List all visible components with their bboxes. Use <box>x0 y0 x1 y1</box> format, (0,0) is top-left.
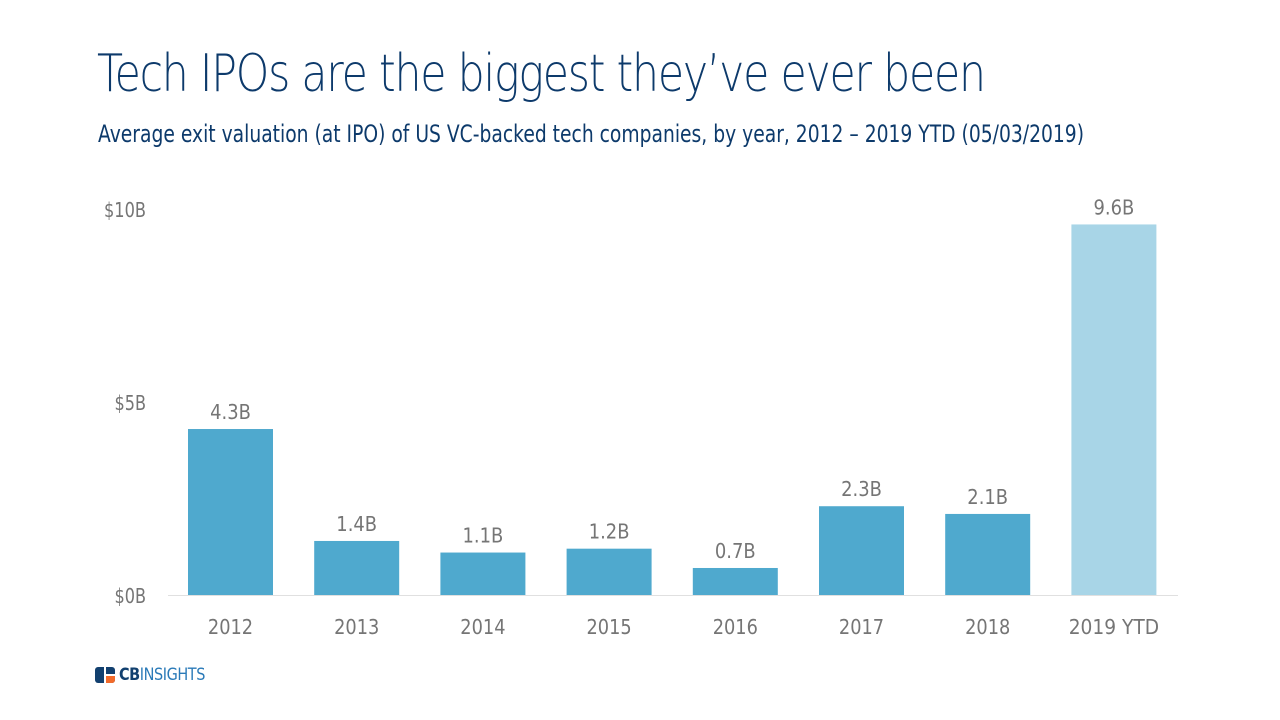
bar-2019-ytd <box>1071 224 1157 595</box>
x-tick-label: 2015 <box>587 615 632 639</box>
bars <box>188 224 1157 595</box>
bar-2014 <box>440 552 526 595</box>
data-label: 2.1B <box>967 485 1008 509</box>
y-tick-label: $0B <box>115 584 147 608</box>
chart-title: Tech IPOs are the biggest they’ve ever b… <box>97 44 986 104</box>
logo-cb: CB <box>119 665 140 685</box>
x-axis-labels: 2012 2013 2014 2015 2016 2017 2018 2019 YTD <box>208 615 1159 639</box>
x-tick-label: 2013 <box>334 615 379 639</box>
bar-2018 <box>945 513 1031 595</box>
bar-2017 <box>819 506 904 595</box>
data-labels: 4.3B 1.4B 1.1B 1.2B 0.7B 2.3B 2.1B 9.6B <box>210 195 1134 563</box>
cb-insights-logo-icon <box>95 667 115 683</box>
data-label: 2.3B <box>841 477 882 501</box>
chart-subtitle: Average exit valuation (at IPO) of US VC… <box>98 120 1085 148</box>
data-label: 4.3B <box>210 400 251 424</box>
logo-wordmark: CBINSIGHTS <box>119 665 205 685</box>
y-axis-ticks: $0B $5B $10B <box>104 198 146 608</box>
y-tick-label: $5B <box>115 391 147 415</box>
x-tick-label: 2017 <box>839 615 884 639</box>
x-tick-label: 2016 <box>713 615 758 639</box>
bar-2012 <box>188 429 273 595</box>
x-tick-label: 2014 <box>460 615 505 639</box>
data-label: 1.2B <box>589 520 630 544</box>
logo-insights: INSIGHTS <box>139 665 206 685</box>
x-tick-label: 2018 <box>965 615 1010 639</box>
data-label: 1.4B <box>336 512 377 536</box>
x-tick-label: 2019 YTD <box>1069 615 1159 639</box>
data-label: 0.7B <box>715 539 756 563</box>
bar-2015 <box>566 548 652 595</box>
data-label: 9.6B <box>1094 195 1135 219</box>
cb-insights-logo: CBINSIGHTS <box>95 665 220 685</box>
bar-2013 <box>314 540 400 595</box>
x-tick-label: 2012 <box>208 615 253 639</box>
data-label: 1.1B <box>463 524 504 548</box>
y-tick-label: $10B <box>104 198 146 222</box>
bar-2016 <box>692 567 778 595</box>
